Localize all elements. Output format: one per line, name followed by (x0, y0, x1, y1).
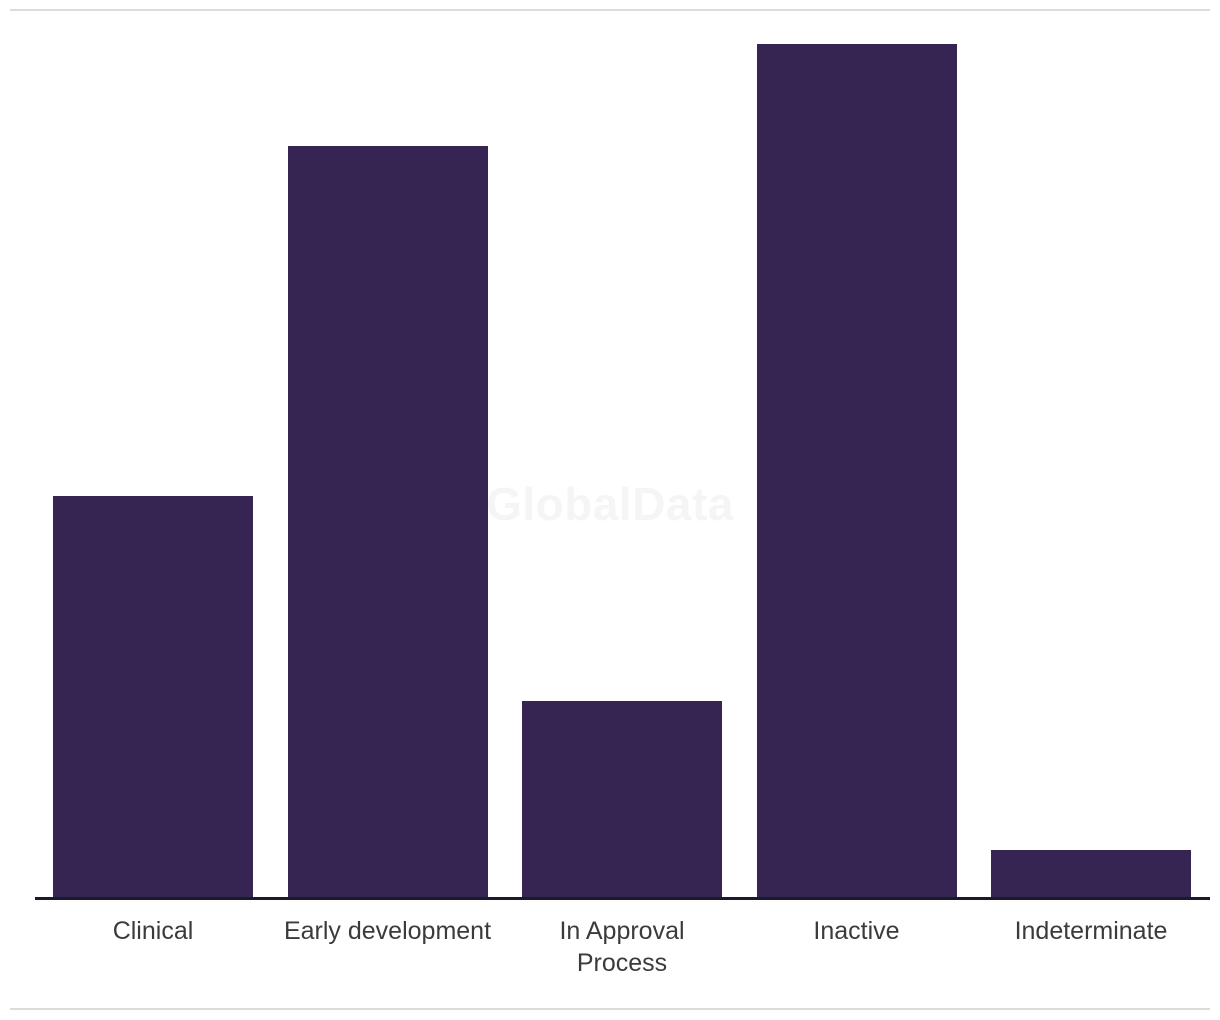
bottom-divider (10, 1008, 1210, 1010)
bar-inactive[interactable] (756, 44, 957, 897)
x-label-inactive: Inactive (813, 917, 900, 945)
x-axis-line (35, 897, 1210, 900)
bar-early-development[interactable] (287, 146, 488, 897)
bar-clinical[interactable] (53, 496, 253, 897)
top-divider (10, 9, 1210, 11)
x-label-clinical: Clinical (112, 917, 194, 945)
x-label-indeterminate: Indeterminate (1014, 917, 1168, 945)
x-label-early-development: Early development (283, 917, 492, 945)
bar-indeterminate[interactable] (991, 850, 1191, 897)
x-label-in-approval-process: In Approval Process (559, 917, 685, 977)
bar-in-approval-process[interactable] (522, 701, 722, 897)
